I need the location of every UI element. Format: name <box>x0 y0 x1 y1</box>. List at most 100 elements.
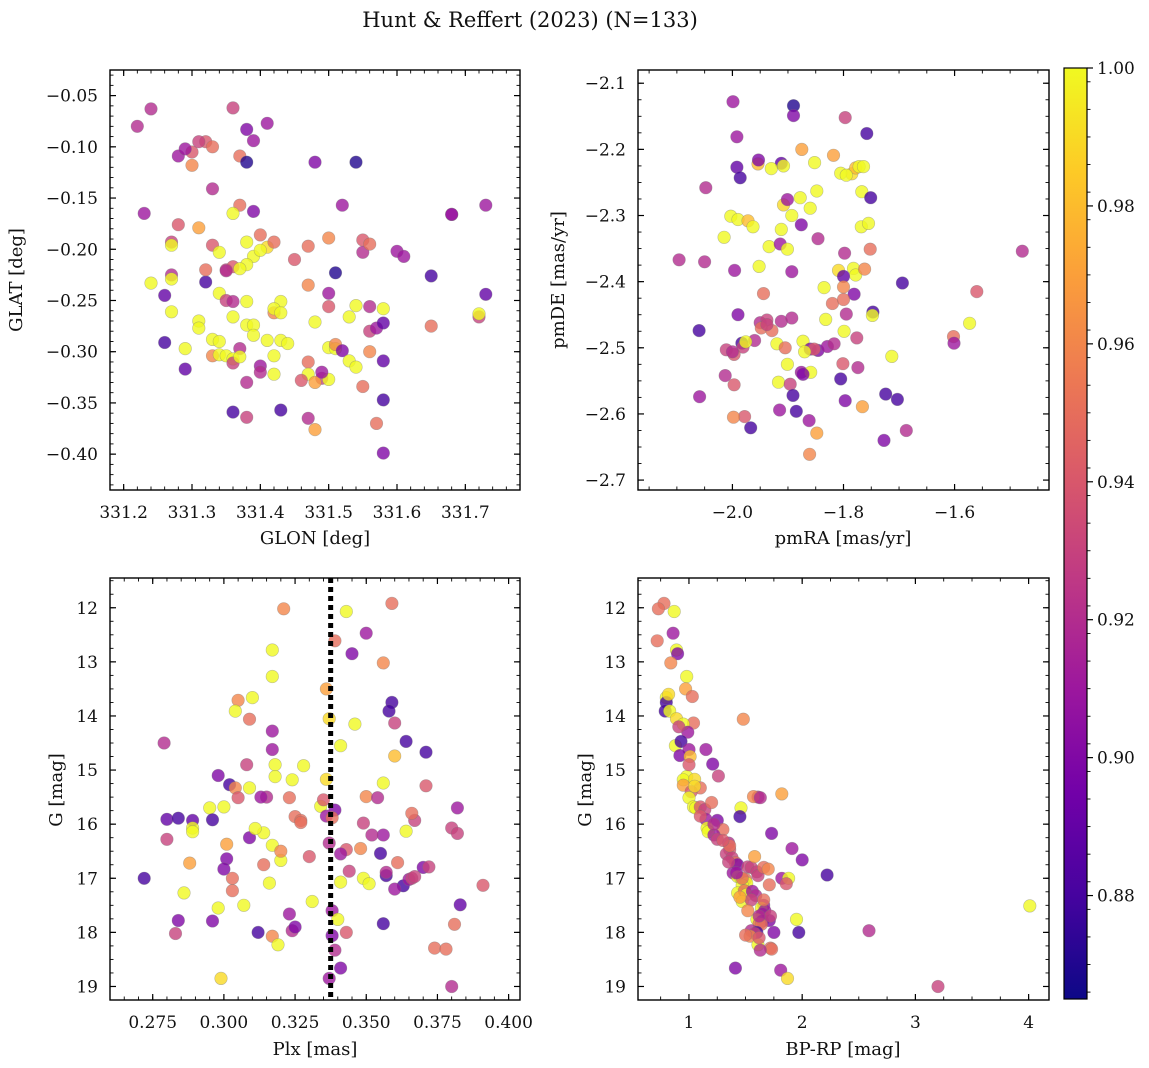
data-point <box>345 647 359 661</box>
data-point <box>302 849 316 864</box>
data-point <box>839 307 853 321</box>
data-point <box>793 191 807 205</box>
x-tick-label: 331.7 <box>441 503 490 523</box>
data-point <box>847 287 861 301</box>
data-point <box>257 858 271 872</box>
data-point <box>363 345 377 359</box>
data-point <box>685 689 699 704</box>
data-point <box>186 825 200 839</box>
y-tick-label: 16 <box>76 815 98 835</box>
data-point <box>185 158 199 172</box>
data-point <box>753 791 767 805</box>
data-point <box>682 758 696 772</box>
data-point <box>205 813 220 827</box>
data-point <box>164 305 179 319</box>
data-point <box>214 971 228 986</box>
data-point <box>268 758 282 772</box>
data-point <box>315 365 329 379</box>
data-point <box>359 626 373 640</box>
data-point <box>285 773 299 787</box>
data-point <box>130 119 144 133</box>
data-point <box>267 367 281 381</box>
data-point <box>747 849 762 864</box>
data-point <box>752 931 766 945</box>
y-axis-label-pmde: pmDE [mas/yr] <box>548 211 569 349</box>
data-point <box>450 826 465 841</box>
data-point <box>726 95 740 109</box>
data-point <box>733 171 747 185</box>
data-point <box>796 367 810 381</box>
panel-glon-glat: 331.2 331.3 331.4 331.5 331.6 331.7 −0.05 −0.10… <box>6 69 521 549</box>
data-point <box>737 410 752 424</box>
data-point <box>144 276 158 290</box>
figure-title: Hunt & Reffert (2023) (N=133) <box>362 8 698 32</box>
data-point <box>334 739 348 753</box>
y-tick-label: −2.2 <box>585 140 626 160</box>
points-glon-glat <box>130 101 493 460</box>
ticks-glon-glat: 331.2 331.3 331.4 331.5 331.6 331.7 −0.05 −0.10… <box>46 70 521 523</box>
y-tick-label: 19 <box>604 977 626 997</box>
data-point <box>795 142 809 156</box>
data-point <box>265 643 279 657</box>
data-point <box>137 206 151 220</box>
data-point <box>205 182 220 196</box>
data-point <box>780 242 795 256</box>
data-point <box>277 602 291 616</box>
data-point <box>762 240 776 254</box>
data-point <box>212 334 226 349</box>
data-point <box>810 426 824 440</box>
x-axis-label-bprp: BP-RP [mag] <box>785 1039 900 1060</box>
data-point <box>785 311 799 325</box>
data-point <box>369 416 384 431</box>
data-point <box>171 913 185 928</box>
y-tick-label: 14 <box>76 707 98 727</box>
data-point <box>717 230 731 244</box>
data-point <box>820 868 834 882</box>
data-point <box>371 791 385 805</box>
data-point <box>445 207 459 221</box>
data-point <box>718 369 732 383</box>
y-tick-label: 12 <box>76 599 98 619</box>
data-point <box>408 869 422 884</box>
data-point <box>226 310 240 324</box>
data-point <box>308 315 322 329</box>
data-point <box>786 108 801 123</box>
data-point <box>211 901 225 915</box>
data-point <box>339 925 353 940</box>
data-point <box>802 414 816 428</box>
data-point <box>862 924 876 938</box>
data-point <box>282 791 297 805</box>
data-point <box>297 759 311 773</box>
data-point <box>160 832 174 846</box>
data-point <box>253 365 267 379</box>
data-point <box>445 979 459 994</box>
data-point <box>864 191 878 205</box>
data-point <box>736 712 750 726</box>
x-tick-label: 331.3 <box>168 503 217 523</box>
data-point <box>731 308 745 322</box>
data-point <box>388 749 402 763</box>
data-point <box>762 878 776 892</box>
data-point <box>877 433 891 448</box>
data-point <box>376 302 390 316</box>
data-point <box>251 925 265 940</box>
data-point <box>704 795 719 810</box>
y-tick-label: −0.10 <box>46 138 98 158</box>
axes-frame-cmd <box>637 577 1050 1001</box>
data-point <box>349 155 363 169</box>
data-point <box>376 656 390 670</box>
data-point <box>288 920 302 934</box>
data-point <box>301 355 315 369</box>
colorbar-tick-label: 0.98 <box>1097 197 1135 217</box>
data-point <box>308 423 322 437</box>
data-point <box>697 255 712 269</box>
data-point <box>265 669 279 684</box>
data-point <box>699 742 713 757</box>
data-point <box>725 345 740 359</box>
y-tick-label: −0.25 <box>46 291 98 311</box>
colorbar-tick-label: 0.88 <box>1097 887 1135 907</box>
data-point <box>779 877 793 891</box>
data-point <box>316 793 331 807</box>
x-tick-label: 3 <box>910 1013 921 1033</box>
